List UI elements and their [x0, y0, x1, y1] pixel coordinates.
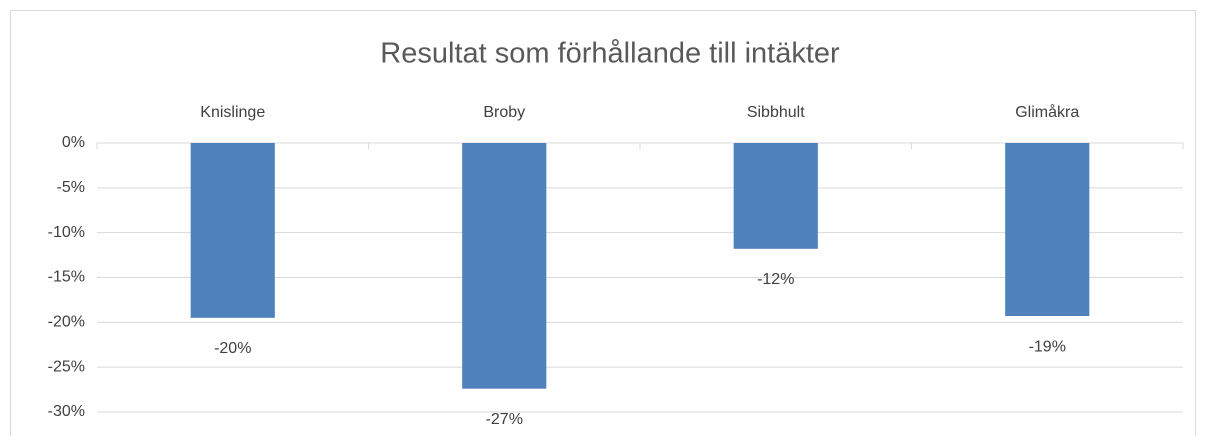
y-tick-label: -20% [48, 314, 85, 331]
data-label: -20% [214, 340, 251, 357]
data-label: -27% [486, 411, 523, 428]
bar [190, 143, 275, 318]
x-tick-label: Glimåkra [1015, 103, 1079, 121]
y-tick-label: -5% [57, 179, 85, 196]
data-label: -12% [757, 271, 794, 288]
y-tick-label: 0% [62, 134, 85, 151]
chart-title: Resultat som förhållande till intäkter [380, 38, 840, 70]
y-tick-label: -25% [48, 358, 85, 375]
bar [733, 143, 818, 249]
x-tick-label: Broby [483, 104, 525, 121]
x-tick-label: Knislinge [200, 104, 265, 121]
data-label: -19% [1029, 338, 1066, 355]
y-tick-label: -10% [48, 224, 85, 241]
y-tick-label: -30% [48, 403, 85, 420]
bar [462, 143, 547, 389]
x-tick-label: Sibbhult [747, 104, 805, 121]
bar [1005, 143, 1090, 317]
y-tick-label: -15% [48, 269, 85, 286]
